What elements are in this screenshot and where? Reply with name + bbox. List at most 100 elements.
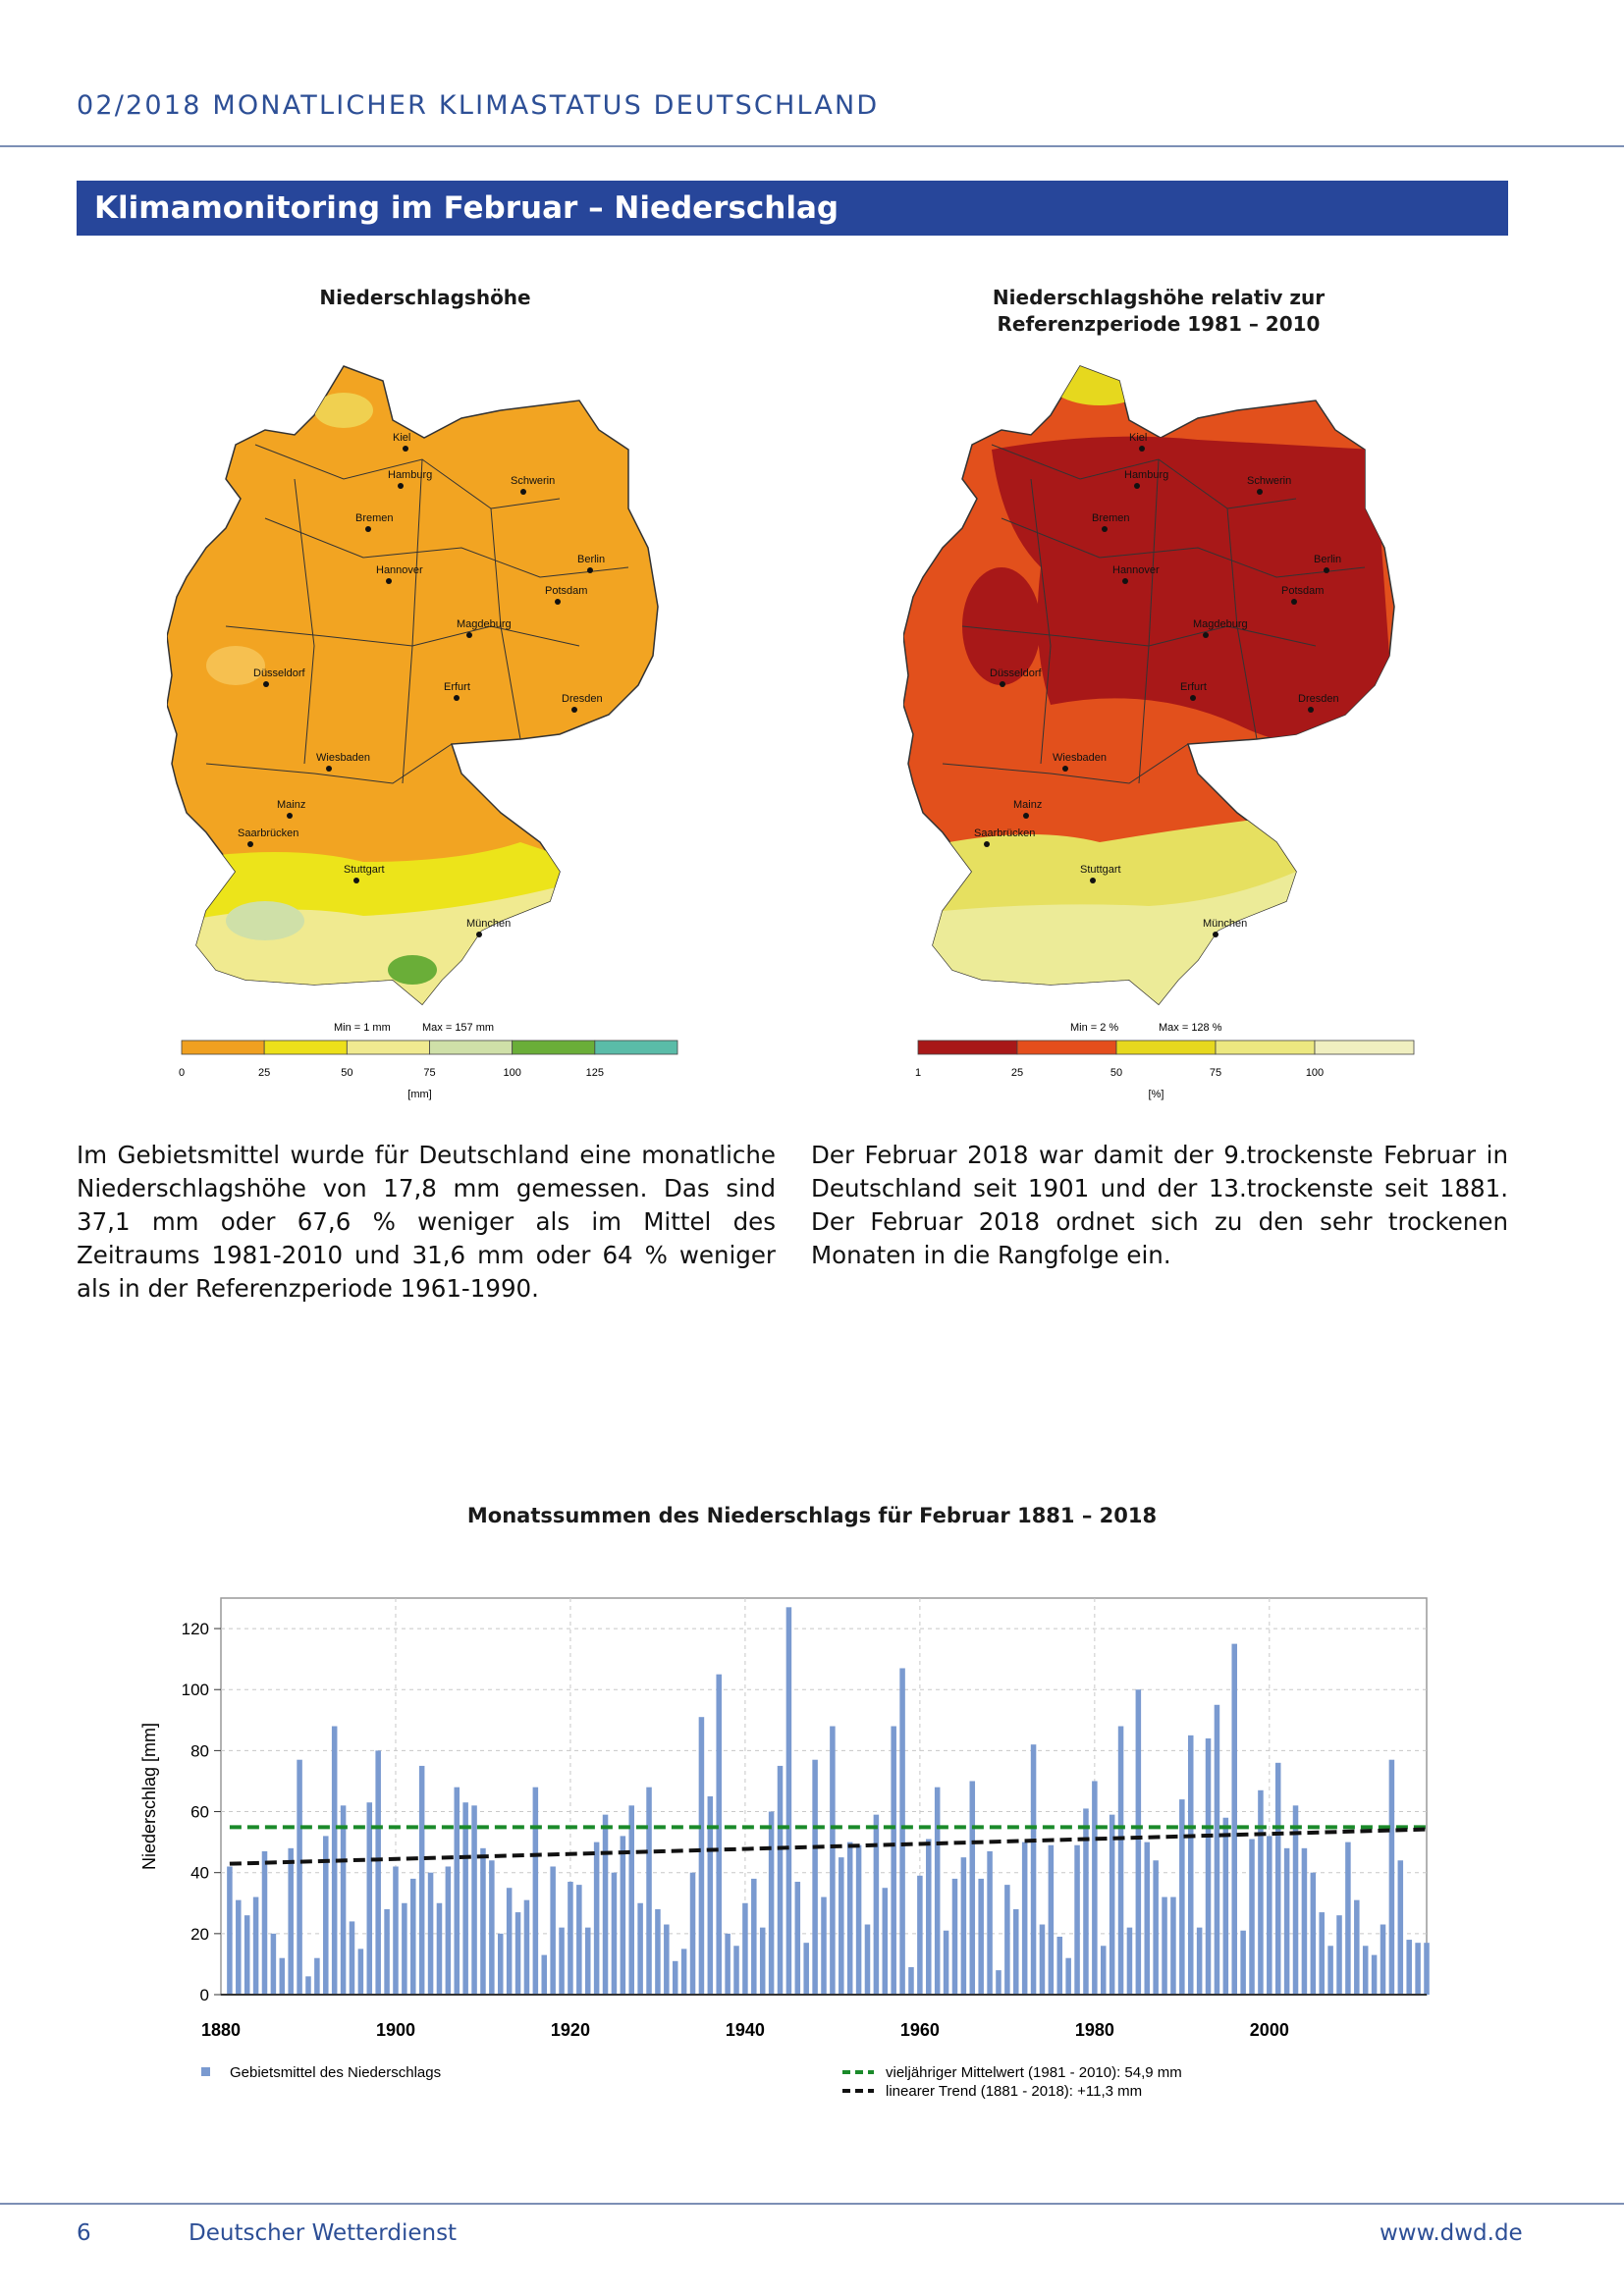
x-tick-label: 1900	[376, 2020, 415, 2040]
bar	[568, 1882, 573, 1995]
text-right: Der Februar 2018 war damit der 9.trocken…	[811, 1141, 1508, 1269]
map-left-city-label: Kiel	[393, 432, 411, 444]
bar	[725, 1933, 731, 1995]
bar	[1424, 1943, 1430, 1995]
map-right-city-label: Dresden	[1298, 693, 1339, 705]
header-rule	[0, 145, 1624, 147]
map-left-title: Niederschlagshöhe	[319, 286, 531, 309]
bar	[1126, 1927, 1133, 1995]
bar	[1030, 1744, 1037, 1995]
map-right-legend-tick: 100	[1306, 1067, 1324, 1079]
bar	[908, 1967, 914, 1995]
bar	[1187, 1735, 1194, 1995]
precipitation-bar-chart: 0 20 40 60 80 100 120 1880 1900 1920 1940 1960 1980 2…	[139, 1597, 1430, 2100]
bar	[969, 1781, 976, 1995]
map-right-city-label: Stuttgart	[1080, 864, 1121, 876]
map-right-city-label: Düsseldorf	[990, 667, 1042, 679]
map-right-legend-tick: 25	[1011, 1067, 1023, 1079]
map-left-legend-unit: [mm]	[407, 1089, 431, 1100]
bar	[261, 1850, 268, 1995]
bar	[1205, 1737, 1212, 1995]
bar	[733, 1946, 739, 1995]
bar	[366, 1802, 373, 1995]
city-dot	[1213, 932, 1218, 937]
map-left-legend-tick: 50	[341, 1067, 352, 1079]
city-dot	[587, 567, 593, 573]
bar	[672, 1960, 678, 1995]
bar	[1074, 1844, 1080, 1995]
city-dot	[555, 599, 561, 605]
city-dot	[1090, 878, 1096, 883]
city-dot	[403, 446, 408, 452]
bar	[1135, 1689, 1142, 1995]
x-tick-label: 1940	[726, 2020, 765, 2040]
city-dot	[263, 681, 269, 687]
bar	[1004, 1885, 1010, 1995]
y-tick-label: 0	[200, 1986, 209, 2004]
bar	[393, 1866, 399, 1995]
map-left-legend-swatch	[263, 1040, 348, 1055]
legend-bar-label: Gebietsmittel des Niederschlags	[230, 2064, 441, 2081]
bar	[323, 1836, 329, 1995]
city-dot	[476, 932, 482, 937]
bar	[777, 1765, 784, 1995]
bar	[270, 1933, 277, 1995]
map-right-legend-swatch	[917, 1040, 1018, 1055]
map-right-max-label: Max = 128 %	[1159, 1022, 1222, 1034]
bar	[584, 1927, 591, 1995]
bar	[864, 1924, 871, 1995]
bar	[926, 1839, 932, 1995]
bar	[996, 1970, 1001, 1995]
bar	[288, 1847, 294, 1995]
bar	[1397, 1860, 1404, 1995]
x-tick-label: 1980	[1075, 2020, 1114, 2040]
bar	[1039, 1924, 1046, 1995]
bar	[506, 1888, 513, 1995]
bar	[559, 1927, 565, 1995]
y-tick-label: 100	[182, 1681, 209, 1699]
bar	[445, 1866, 452, 1995]
map-left-city-label: Potsdam	[545, 585, 588, 597]
trend-line	[229, 1827, 1428, 1866]
bar	[1240, 1930, 1246, 1995]
city-dot	[365, 526, 371, 532]
bar	[454, 1787, 460, 1995]
legend-trend-label: linearer Trend (1881 - 2018): +11,3 mm	[886, 2083, 1142, 2100]
bar	[1283, 1847, 1290, 1995]
bar	[978, 1878, 984, 1995]
bar	[1179, 1799, 1185, 1995]
map-left-legend-tick: 75	[423, 1067, 435, 1079]
bar	[427, 1872, 434, 1995]
map-left-min-label: Min = 1 mm	[334, 1022, 391, 1034]
city-dot	[1023, 813, 1029, 819]
bar	[497, 1933, 504, 1995]
header-title: 02/2018 MONATLICHER KLIMASTATUS DEUTSCHL…	[77, 90, 880, 121]
bar	[768, 1811, 775, 1995]
map-right-city-label: Bremen	[1092, 512, 1130, 524]
map-right-legend-swatch	[1115, 1040, 1217, 1055]
map-right-legend-tick: 50	[1110, 1067, 1122, 1079]
bar	[785, 1607, 792, 1995]
bar	[707, 1796, 714, 1995]
bar	[1144, 1842, 1151, 1995]
bar	[331, 1726, 338, 1995]
bar	[1292, 1805, 1299, 1995]
bar	[1162, 1896, 1167, 1995]
map-left-city-label: Saarbrücken	[238, 828, 299, 839]
city-dot	[984, 841, 990, 847]
bar	[689, 1872, 696, 1995]
city-dot	[1122, 578, 1128, 584]
map-left-city-label: Bremen	[355, 512, 394, 524]
map-left-city-label: Hamburg	[388, 469, 433, 481]
x-tick-label: 2000	[1250, 2020, 1289, 2040]
map-left-max-label: Max = 157 mm	[422, 1022, 494, 1034]
city-dot	[571, 707, 577, 713]
bar	[1415, 1943, 1421, 1995]
bar	[943, 1930, 949, 1995]
precipitation-map	[167, 365, 659, 1006]
bar	[1327, 1946, 1333, 1995]
bar	[602, 1814, 609, 1995]
city-dot	[247, 841, 253, 847]
bar	[812, 1759, 818, 1995]
bar	[855, 1844, 862, 1995]
